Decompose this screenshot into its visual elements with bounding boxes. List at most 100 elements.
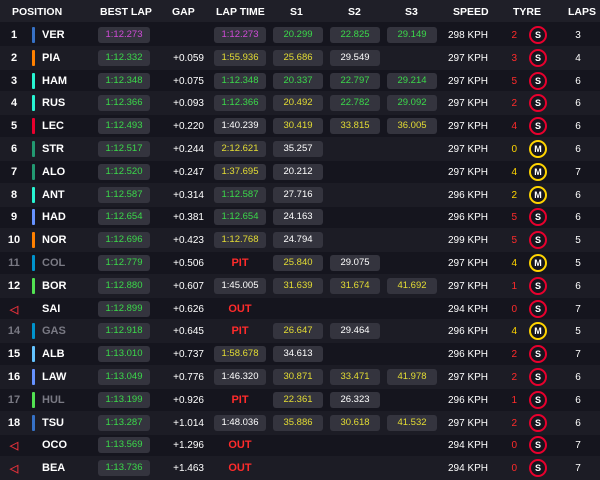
driver-code[interactable]: TSU bbox=[42, 416, 64, 429]
team-color-bar bbox=[32, 277, 35, 294]
table-row[interactable]: 2 PIA 1:12.332 +0.059 1:55.936 25.686 29.549 29… bbox=[0, 45, 600, 70]
driver-code[interactable]: OCO bbox=[42, 439, 68, 452]
sector-s3-time: 29.214 bbox=[387, 72, 437, 89]
driver-code[interactable]: GAS bbox=[42, 325, 66, 338]
table-row[interactable]: ◁ OCO 1:13.569 +1.296 OUT 294 KPH 0 S 7 bbox=[0, 433, 600, 457]
soft-tyre-icon: S bbox=[529, 345, 547, 364]
lap-count: 6 bbox=[575, 372, 581, 383]
speed-trap: 297 KPH bbox=[448, 372, 489, 383]
table-row[interactable]: 5 LEC 1:12.493 +0.220 1:40.239 30.419 33.815 36… bbox=[0, 114, 600, 138]
position-number: 4 bbox=[10, 97, 18, 110]
driver-code[interactable]: NOR bbox=[42, 234, 67, 247]
gap-to-leader: +0.381 bbox=[173, 212, 204, 224]
speed-trap: 299 KPH bbox=[448, 235, 489, 247]
table-row[interactable]: 18 TSU 1:13.287 +1.014 1:48.036 35.886 30.618 4… bbox=[0, 410, 600, 435]
driver-code[interactable]: LAW bbox=[42, 371, 67, 383]
sector-s1-time: 22.361 bbox=[273, 391, 323, 408]
gap-to-leader: +0.314 bbox=[173, 189, 204, 201]
medium-tyre-icon: M bbox=[529, 140, 547, 158]
last-lap-time: 1:12.348 bbox=[214, 72, 266, 89]
driver-code[interactable]: PIA bbox=[42, 51, 61, 64]
lap-count: 6 bbox=[575, 121, 581, 133]
table-row[interactable]: 7 ALO 1:12.520 +0.247 1:37.695 20.212 297 KPH 4… bbox=[0, 160, 600, 184]
gap-to-leader: +1.296 bbox=[173, 440, 204, 452]
table-row[interactable]: 14 GAS 1:12.918 +0.645 PIT 26.647 29.464 296 KP… bbox=[0, 319, 600, 344]
driver-code[interactable]: HAD bbox=[42, 211, 66, 224]
speed-trap: 294 KPH bbox=[448, 303, 489, 315]
driver-code[interactable]: BOR bbox=[42, 279, 67, 292]
lap-count: 6 bbox=[575, 75, 581, 87]
position-number: 1 bbox=[10, 29, 18, 41]
table-row[interactable]: 17 HUL 1:13.199 +0.926 PIT 22.361 26.323 296 KP… bbox=[0, 388, 600, 412]
col-laps[interactable]: LAPS bbox=[568, 6, 597, 18]
soft-tyre-icon: S bbox=[529, 48, 547, 67]
sector-s1-time: 30.871 bbox=[273, 369, 323, 385]
driver-code[interactable]: BEA bbox=[42, 462, 66, 475]
table-row[interactable]: 4 RUS 1:12.366 +0.093 1:12.366 20.492 22.782 29… bbox=[0, 91, 600, 116]
best-lap-time: 1:12.696 bbox=[98, 232, 150, 249]
col-tyre[interactable]: TYRE bbox=[513, 6, 542, 18]
driver-code[interactable]: ALO bbox=[42, 165, 66, 178]
sector-s1-time: 24.163 bbox=[273, 209, 323, 226]
driver-code[interactable]: LEC bbox=[42, 120, 64, 133]
driver-code[interactable]: STR bbox=[42, 143, 64, 155]
sector-s2-time: 22.797 bbox=[330, 72, 380, 89]
gap-to-leader: +0.737 bbox=[173, 349, 204, 361]
driver-code[interactable]: HUL bbox=[42, 393, 65, 406]
speed-trap: 296 KPH bbox=[448, 189, 489, 201]
best-lap-time: 1:12.779 bbox=[98, 255, 150, 271]
last-lap-time: 1:48.036 bbox=[214, 414, 266, 431]
team-color-bar bbox=[32, 346, 35, 363]
table-row[interactable]: 3 HAM 1:12.348 +0.075 1:12.348 20.337 22.797 29… bbox=[0, 69, 600, 93]
driver-code[interactable]: ALB bbox=[42, 348, 65, 361]
medium-tyre-icon: M bbox=[529, 254, 547, 272]
sector-s2-time: 29.464 bbox=[330, 323, 380, 340]
col-position[interactable]: POSITION bbox=[12, 6, 63, 18]
lap-status-label: OUT bbox=[228, 462, 252, 475]
position-number: 11 bbox=[8, 257, 20, 269]
col-s1[interactable]: S1 bbox=[290, 6, 303, 18]
table-row[interactable]: 6 STR 1:12.517 +0.244 2:12.621 35.257 297 KPH 0… bbox=[0, 137, 600, 161]
sector-s1-time: 20.337 bbox=[273, 72, 323, 89]
position-number: 15 bbox=[7, 348, 21, 361]
table-row[interactable]: 15 ALB 1:13.010 +0.737 1:58.678 34.613 296 KPH… bbox=[0, 342, 600, 366]
table-row[interactable]: 8 ANT 1:12.587 +0.314 1:12.587 27.716 296 KPH 2… bbox=[0, 182, 600, 207]
team-color-bar bbox=[32, 369, 35, 385]
table-row[interactable]: 10 NOR 1:12.696 +0.423 1:12.768 24.794 299 KPH… bbox=[0, 228, 600, 253]
driver-code[interactable]: RUS bbox=[42, 97, 66, 110]
position-number: 9 bbox=[10, 211, 18, 224]
driver-code[interactable]: ANT bbox=[42, 188, 65, 201]
tyre-age: 0 bbox=[511, 440, 517, 452]
table-row[interactable]: 12 BOR 1:12.880 +0.607 1:45.005 31.639 31.674 4… bbox=[0, 273, 600, 298]
table-row[interactable]: 16 LAW 1:13.049 +0.776 1:46.320 30.871 33.471 4… bbox=[0, 365, 600, 389]
col-lap-time[interactable]: LAP TIME bbox=[216, 6, 265, 18]
soft-tyre-icon: S bbox=[529, 299, 547, 318]
col-s2[interactable]: S2 bbox=[348, 6, 361, 18]
table-row[interactable]: ◁ SAI 1:12.899 +0.626 OUT 294 KPH 0 S 7 bbox=[0, 297, 600, 321]
table-row[interactable]: ◁ BEA 1:13.736 +1.463 OUT 294 KPH 0 S 7 bbox=[0, 456, 600, 480]
lap-status-label: PIT bbox=[231, 393, 249, 406]
table-row[interactable]: 11 COL 1:12.779 +0.506 PIT 25.840 29.075 297 KP… bbox=[0, 251, 600, 275]
table-row[interactable]: 9 HAD 1:12.654 +0.381 1:12.654 24.163 296 KPH 5… bbox=[0, 205, 600, 229]
sector-s2-time: 33.471 bbox=[330, 369, 380, 385]
driver-code[interactable]: VER bbox=[42, 29, 65, 41]
gap-to-leader: +0.626 bbox=[173, 303, 204, 315]
lap-count: 5 bbox=[575, 235, 581, 247]
best-lap-time: 1:12.273 bbox=[98, 27, 150, 43]
table-row[interactable]: 1 VER 1:12.273 1:12.273 20.299 22.825 29.149 29… bbox=[0, 23, 600, 47]
team-color-bar bbox=[32, 391, 35, 408]
driver-code[interactable]: HAM bbox=[42, 74, 68, 87]
col-speed[interactable]: SPEED bbox=[453, 6, 489, 18]
last-lap-time: 1:45.005 bbox=[214, 277, 266, 294]
col-gap[interactable]: GAP bbox=[172, 6, 195, 18]
driver-code[interactable]: COL bbox=[42, 257, 66, 269]
speed-trap: 297 KPH bbox=[448, 258, 489, 269]
col-s3[interactable]: S3 bbox=[405, 6, 418, 18]
col-best-lap[interactable]: BEST LAP bbox=[100, 6, 152, 18]
lap-status-label: OUT bbox=[228, 302, 252, 315]
driver-code[interactable]: SAI bbox=[42, 302, 61, 315]
tyre-age: 4 bbox=[511, 258, 517, 269]
last-lap-time: 1:46.320 bbox=[214, 369, 266, 385]
retired-marker: ◁ bbox=[9, 463, 19, 476]
soft-tyre-icon: S bbox=[529, 436, 547, 455]
